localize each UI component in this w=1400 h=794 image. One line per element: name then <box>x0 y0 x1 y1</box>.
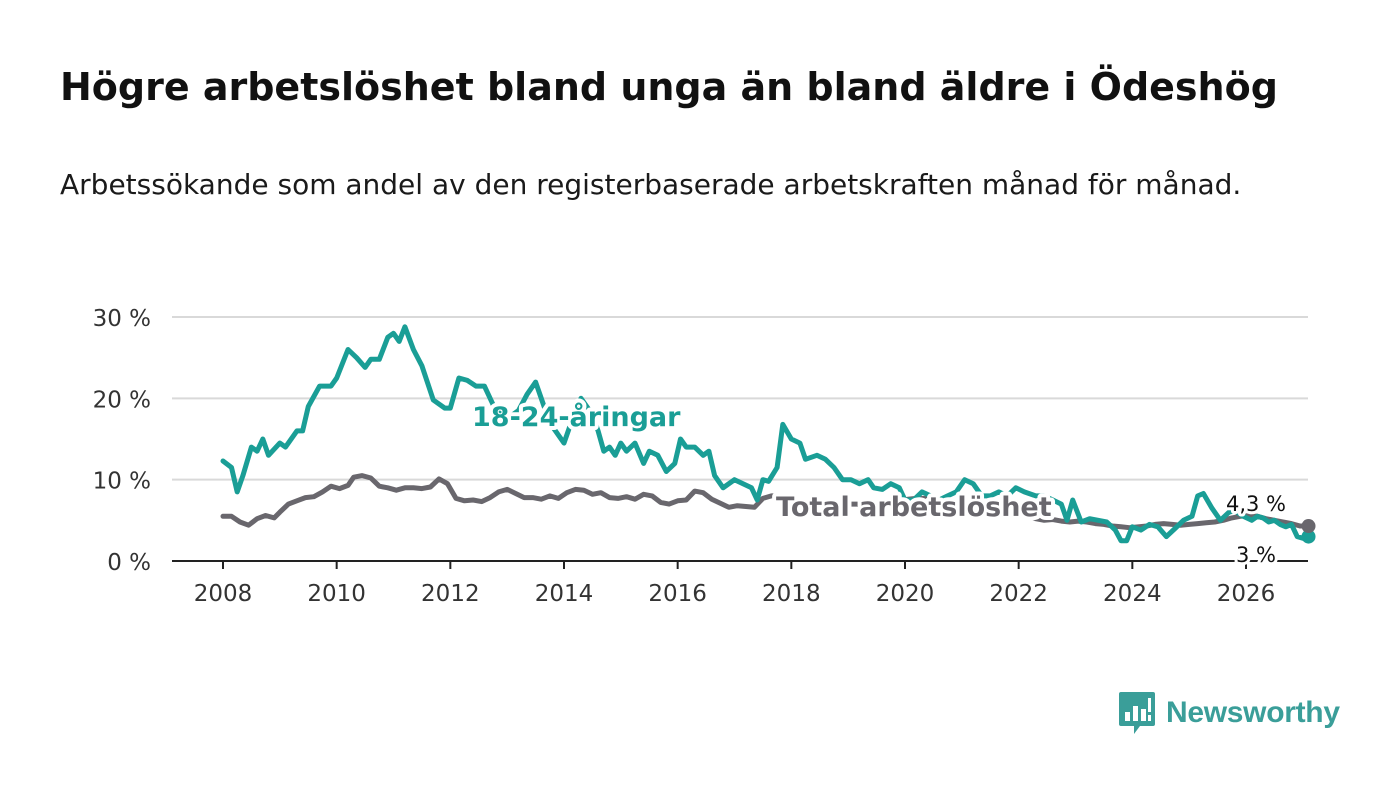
x-tick-label: 2024 <box>1103 581 1162 607</box>
chart-title: Högre arbetslöshet bland unga än bland ä… <box>60 65 1278 109</box>
series-lines <box>220 324 1316 544</box>
x-axis: 2008 2010 2012 2014 2016 2018 2020 2022 2024 2026 <box>194 561 1276 607</box>
y-tick-label: 30 % <box>93 306 151 332</box>
series-end-dot-0 <box>1301 529 1316 544</box>
x-tick-label: 2022 <box>989 581 1048 607</box>
chat-bar-chart-icon <box>1119 692 1155 734</box>
y-tick-label: 10 % <box>93 469 151 495</box>
x-tick-label: 2012 <box>421 581 480 607</box>
series-labels: 18-24-åringar Total arbetslöshet 4,3 % 3 % <box>468 397 1289 570</box>
x-tick-label: 2008 <box>194 581 253 607</box>
newsworthy-logo[interactable]: Newsworthy <box>1118 690 1340 736</box>
series-line-0 <box>220 324 1311 544</box>
x-tick-label: 2010 <box>307 581 366 607</box>
gridlines <box>172 316 1308 481</box>
y-tick-label: 0 % <box>107 550 151 576</box>
x-tick-label: 2014 <box>535 581 594 607</box>
x-tick-label: 2020 <box>876 581 935 607</box>
series-name-label: Total arbetslöshet <box>776 492 1052 523</box>
y-axis: 0 % 10 % 20 % 30 % <box>93 306 151 576</box>
x-tick-label: 2026 <box>1217 581 1276 607</box>
x-tick-label: 2018 <box>762 581 821 607</box>
chart-subtitle: Arbetssökande som andel av den registerb… <box>60 168 1242 201</box>
y-tick-label: 20 % <box>93 387 151 413</box>
series-end-value-label: 4,3 % <box>1226 492 1286 516</box>
series-name-label: 18-24-åringar <box>472 401 681 433</box>
series-end-value-label: 3 % <box>1236 543 1276 567</box>
series-line-1 <box>220 473 1311 531</box>
x-tick-label: 2016 <box>648 581 707 607</box>
logo-text: Newsworthy <box>1166 696 1340 729</box>
series-end-dot-1 <box>1301 519 1316 534</box>
